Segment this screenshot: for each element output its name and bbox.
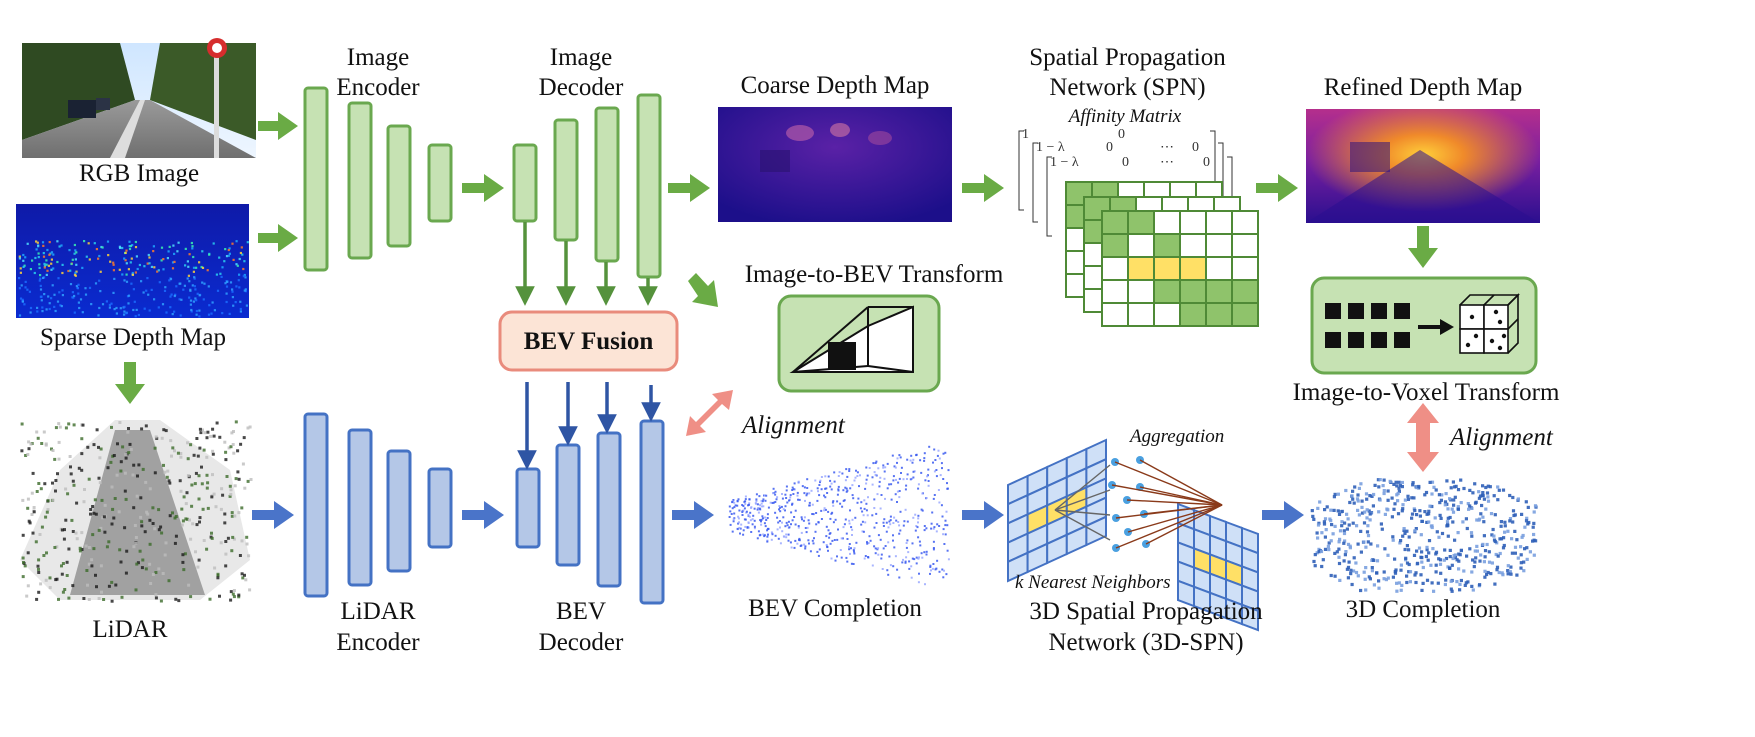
matrix-dots-b: ⋯ <box>1160 140 1174 155</box>
arrow-coarse-to-spn <box>962 174 1004 202</box>
image-to-bev-box <box>777 294 941 393</box>
arrow-rgb-to-encoder <box>258 112 298 140</box>
bev-fusion-box <box>498 310 679 372</box>
image-decoder-label-2: Decoder <box>538 74 624 101</box>
arrow-bev-to-3dspn <box>962 501 1004 529</box>
sparse-depth-map <box>16 204 249 318</box>
image-encoder-block-3 <box>386 124 412 248</box>
spn3d-label-1: 3D Spatial Propagation <box>1029 598 1263 625</box>
matrix-sheet-front: 1 − λ 0 ⋯ 0 <box>1046 155 1233 237</box>
coarse-depth-map <box>718 107 952 222</box>
image-decoder-block-1 <box>512 143 538 223</box>
matrix-entry-c: 1 − λ <box>1050 155 1079 170</box>
lidar-encoder-block-1 <box>303 412 329 598</box>
lidar-encoder-block-3 <box>386 449 412 573</box>
blue-flow-arrows <box>252 501 1304 529</box>
affinity-matrix-label: Affinity Matrix <box>1068 106 1182 127</box>
lidar-point-cloud <box>20 420 253 603</box>
coarse-depth-map-label: Coarse Depth Map <box>740 72 930 99</box>
fusion-to-bev-arrows <box>517 382 661 470</box>
alignment-arrow-right <box>1407 403 1439 472</box>
refined-depth-map-label: Refined Depth Map <box>1323 74 1523 101</box>
lidar-encoder <box>303 412 453 598</box>
arrow-sparse-to-lidar <box>115 362 145 404</box>
image-decoder <box>512 93 662 279</box>
arrow-decoder-to-bev-completion <box>672 501 714 529</box>
bev-decoder <box>515 419 665 605</box>
matrix-zero-a: 0 <box>1118 127 1125 142</box>
spn3d-graphic <box>1007 438 1259 632</box>
alignment-right-label: Alignment <box>1450 424 1553 451</box>
matrix-zero-b: 0 <box>1106 140 1113 155</box>
sparse-depth-map-label: Sparse Depth Map <box>39 324 227 351</box>
bev-decoder-block-2 <box>555 443 581 567</box>
image-encoder-label-2: Encoder <box>336 74 420 101</box>
spn3d-label-2: Network (3D-SPN) <box>1048 629 1244 656</box>
image-decoder-block-2 <box>553 118 579 242</box>
arrow-lidar-to-encoder <box>252 501 294 529</box>
green-flow-arrows <box>115 112 1438 404</box>
bev-completion-label: BEV Completion <box>748 595 922 622</box>
bev-decoder-block-1 <box>515 467 541 549</box>
image-encoder-block-1 <box>303 86 329 272</box>
matrix-dots-c: ⋯ <box>1160 155 1174 170</box>
arrow-spn-to-refined <box>1256 174 1298 202</box>
aggregation-label: Aggregation <box>1130 426 1225 447</box>
image-decoder-label-1: Image <box>549 44 613 71</box>
3d-completion-label: 3D Completion <box>1345 596 1501 623</box>
spn-grids <box>1065 181 1259 327</box>
image-encoder-label-1: Image <box>346 44 410 71</box>
lidar-encoder-label-2: Encoder <box>336 629 420 656</box>
rgb-image-label: RGB Image <box>78 160 200 187</box>
image-encoder <box>303 86 453 272</box>
alignment-arrow-left <box>686 390 733 436</box>
arrow-encoder-to-decoder <box>462 174 504 202</box>
image-decoder-block-4 <box>636 93 662 279</box>
lidar-encoder-block-2 <box>347 428 373 587</box>
bev-decoder-label-1: BEV <box>556 598 606 625</box>
image-decoder-block-3 <box>594 106 620 263</box>
lidar-encoder-block-4 <box>427 467 453 549</box>
knn-label: k Nearest Neighbors <box>1015 572 1171 593</box>
spn-label-2: Network (SPN) <box>1049 74 1206 101</box>
matrix-zero-b2: 0 <box>1192 140 1199 155</box>
arrow-decoder-to-coarse <box>668 174 710 202</box>
bev-decoder-label-2: Decoder <box>538 629 624 656</box>
rgb-image <box>22 38 256 158</box>
image-encoder-block-2 <box>347 101 373 260</box>
image-encoder-block-4 <box>427 143 453 223</box>
refined-depth-map <box>1306 109 1540 223</box>
matrix-entry-b: 1 − λ <box>1036 140 1065 155</box>
lidar-label: LiDAR <box>92 616 168 643</box>
bev-decoder-block-3 <box>596 431 622 588</box>
lidar-encoder-label-1: LiDAR <box>340 598 416 625</box>
matrix-entry-a: 1 <box>1022 127 1029 142</box>
affinity-matrix-graphic: 1 0 1 − λ 0 ⋯ 0 1 − λ 0 ⋯ 0 <box>1018 127 1233 237</box>
decoder-to-fusion-arrows <box>515 222 658 306</box>
bev-decoder-block-4 <box>639 419 665 605</box>
arrow-decoder-to-bev-transform <box>688 273 718 307</box>
arrow-sparse-to-encoder <box>258 224 298 252</box>
image-to-bev-label: Image-to-BEV Transform <box>744 261 1004 288</box>
image-to-voxel-box <box>1310 276 1538 375</box>
bev-completion-cloud <box>728 445 950 586</box>
bev-fusion-label: BEV Fusion <box>523 328 654 355</box>
matrix-zero-c2: 0 <box>1203 155 1210 170</box>
arrow-refined-to-voxel <box>1408 226 1438 268</box>
arrow-lidar-encoder-to-decoder <box>462 501 504 529</box>
spn-label-1: Spatial Propagation <box>1029 44 1226 71</box>
arrow-3dspn-to-3d <box>1262 501 1304 529</box>
image-to-voxel-label: Image-to-Voxel Transform <box>1292 379 1560 406</box>
3d-completion-cloud <box>1310 478 1538 593</box>
matrix-zero-c: 0 <box>1122 155 1129 170</box>
alignment-left-label: Alignment <box>742 412 845 439</box>
